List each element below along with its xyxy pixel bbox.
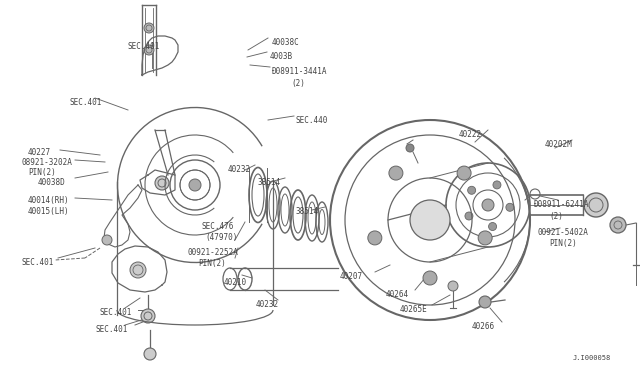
Text: PIN(2): PIN(2) [28, 168, 56, 177]
Text: 40202M: 40202M [545, 140, 573, 149]
Circle shape [155, 176, 169, 190]
Circle shape [189, 179, 201, 191]
Circle shape [482, 199, 494, 211]
Text: (47970): (47970) [205, 233, 237, 242]
Text: 4003B: 4003B [270, 52, 293, 61]
Circle shape [493, 181, 501, 189]
Circle shape [488, 222, 497, 231]
Text: (2): (2) [549, 212, 563, 221]
Text: 40207: 40207 [340, 272, 363, 281]
Circle shape [410, 200, 450, 240]
Text: 40232: 40232 [228, 165, 251, 174]
Circle shape [478, 231, 492, 245]
Circle shape [141, 309, 155, 323]
Text: PIN(2): PIN(2) [198, 259, 226, 268]
Text: 40014(RH): 40014(RH) [28, 196, 70, 205]
Text: Ð08911-6241A: Ð08911-6241A [534, 200, 589, 209]
Text: 40227: 40227 [28, 148, 51, 157]
Text: 08921-3202A: 08921-3202A [22, 158, 73, 167]
Circle shape [468, 186, 476, 194]
Circle shape [448, 281, 458, 291]
Text: 40015(LH): 40015(LH) [28, 207, 70, 216]
Circle shape [144, 45, 154, 55]
Circle shape [457, 166, 471, 180]
Text: SEC.401: SEC.401 [100, 308, 132, 317]
Text: SEC.440: SEC.440 [296, 116, 328, 125]
Text: 40038C: 40038C [272, 38, 300, 47]
Text: 40265E: 40265E [400, 305, 428, 314]
Text: 40210: 40210 [224, 278, 247, 287]
Text: SEC.476: SEC.476 [202, 222, 234, 231]
Circle shape [506, 203, 514, 211]
Circle shape [144, 23, 154, 33]
Text: (2): (2) [291, 79, 305, 88]
Circle shape [406, 144, 414, 152]
Text: 38514: 38514 [258, 178, 281, 187]
Text: SEC.401: SEC.401 [69, 98, 101, 107]
Circle shape [584, 193, 608, 217]
Circle shape [423, 271, 437, 285]
Text: 40264: 40264 [386, 290, 409, 299]
Text: Ð08911-3441A: Ð08911-3441A [272, 67, 328, 76]
Circle shape [479, 296, 491, 308]
Text: SEC.401: SEC.401 [22, 258, 54, 267]
Text: 40038D: 40038D [38, 178, 66, 187]
Text: 40266: 40266 [472, 322, 495, 331]
Text: J.I000058: J.I000058 [573, 355, 611, 361]
Circle shape [389, 166, 403, 180]
Circle shape [144, 348, 156, 360]
Text: 40232: 40232 [256, 300, 279, 309]
Circle shape [130, 262, 146, 278]
Circle shape [368, 231, 382, 245]
Text: SEC.401: SEC.401 [128, 42, 161, 51]
Text: 38514: 38514 [295, 207, 318, 216]
Text: 40222: 40222 [459, 130, 482, 139]
Circle shape [610, 217, 626, 233]
Text: PIN(2): PIN(2) [549, 239, 577, 248]
Text: 00921-5402A: 00921-5402A [537, 228, 588, 237]
Text: SEC.401: SEC.401 [96, 325, 129, 334]
Text: 00921-2252A: 00921-2252A [188, 248, 239, 257]
Circle shape [102, 235, 112, 245]
Circle shape [465, 212, 473, 220]
